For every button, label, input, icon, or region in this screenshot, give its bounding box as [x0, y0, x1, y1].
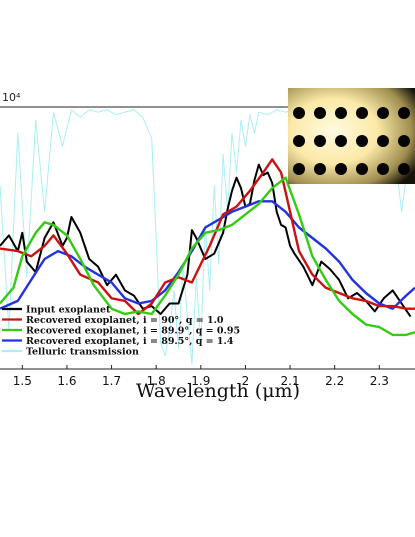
x-tick-label: 1.6	[57, 374, 76, 388]
inset-dot	[314, 107, 326, 119]
inset-dot	[377, 163, 389, 175]
inset-dot	[293, 107, 305, 119]
inset-dot	[356, 107, 368, 119]
series-line-3	[0, 200, 415, 310]
x-tick-label: 1.9	[191, 374, 210, 388]
inset-dot	[398, 135, 410, 147]
inset-dot	[314, 135, 326, 147]
y-exponent-label: x 10⁴	[0, 91, 21, 104]
series-line-2	[0, 176, 415, 337]
inset-dot	[377, 135, 389, 147]
legend-label: Telluric transmission	[26, 347, 139, 358]
inset-dot	[335, 107, 347, 119]
x-tick-label: 1.5	[13, 374, 32, 388]
inset-image-icon	[288, 88, 415, 184]
x-tick-label: 2.3	[370, 374, 389, 388]
x-tick-label: 2.1	[281, 374, 300, 388]
series-line-1	[0, 158, 415, 316]
series-layer	[0, 109, 415, 365]
inset-dot	[377, 107, 389, 119]
inset-dot	[335, 135, 347, 147]
inset-dot	[314, 163, 326, 175]
x-tick-label: 1.8	[147, 374, 166, 388]
inset-dot	[293, 163, 305, 175]
inset-dot	[356, 163, 368, 175]
legend-label: Recovered exoplanet, i = 89.9°, q = 0.95	[26, 326, 240, 337]
series-line-0	[0, 163, 412, 318]
inset-dot	[398, 107, 410, 119]
x-axis-ticks: 1.5 1.6 1.7 1.8 1.9 2 2.1 2.2 2.3	[13, 365, 389, 388]
x-tick-label: 1.7	[102, 374, 121, 388]
inset-dot	[356, 135, 368, 147]
x-axis-label: Wavelength (μm)	[136, 380, 300, 402]
inset-dot	[335, 163, 347, 175]
inset-dot	[398, 163, 410, 175]
x-tick-label: 2.2	[325, 374, 344, 388]
inset-dot-grid	[293, 107, 410, 175]
inset-dot	[293, 135, 305, 147]
x-tick-label: 2	[242, 374, 250, 388]
legend-label: Recovered exoplanet, i = 90°, q = 1.0	[26, 315, 224, 326]
legend-label: Recovered exoplanet, i = 89.5°, q = 1.4	[26, 336, 234, 347]
legend-label: Input exoplanet	[26, 305, 111, 316]
